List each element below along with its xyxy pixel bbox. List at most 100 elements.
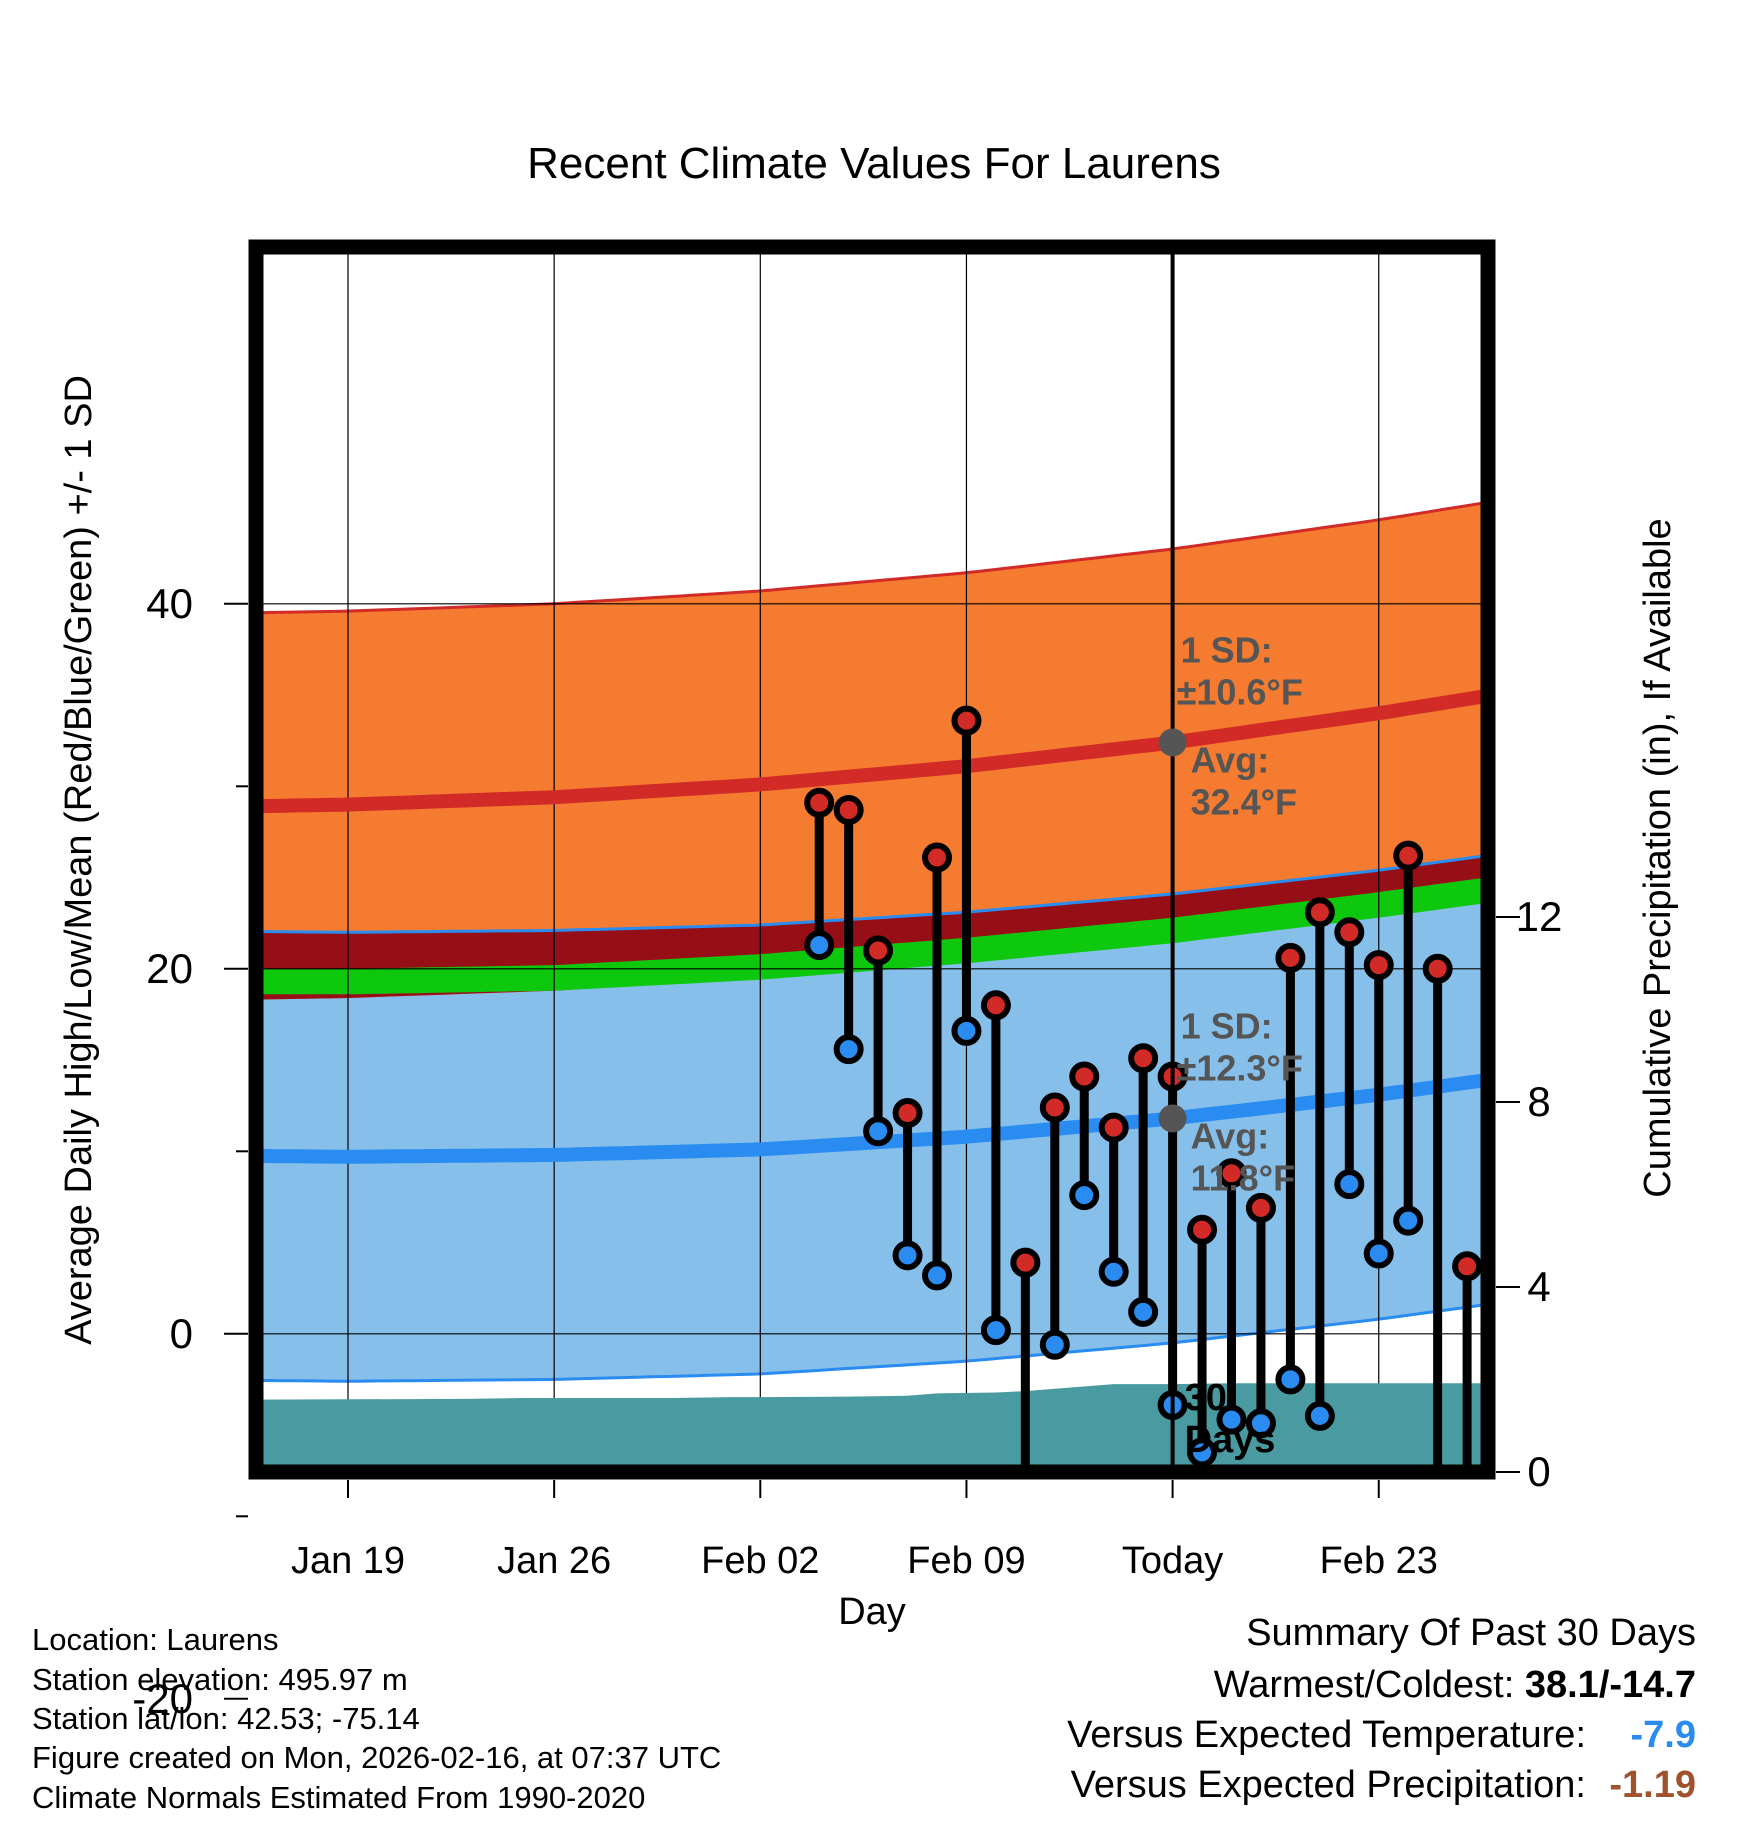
obs-high-point [1187,1214,1218,1245]
obs-low-point [863,1116,894,1147]
summary-precip-label: Versus Expected Precipitation: [1070,1764,1586,1806]
obs-high-point [1452,1251,1483,1282]
obs-low-point [1275,1364,1306,1395]
high-sd-value: ±10.6°F [1177,672,1303,713]
precipitation-area [256,1383,1488,1472]
normal-lines [256,688,1488,1164]
low-sd-upper-edge [256,853,1488,934]
y2-tick-label: 4 [1527,1263,1550,1310]
x-tick-label: Jan 26 [497,1540,611,1582]
obs-high-point [980,990,1011,1021]
y2-tick-label: 0 [1527,1448,1550,1495]
high-sd-upper-edge [256,500,1488,615]
obs-low-point [1187,1437,1218,1468]
obs-high-point [1393,840,1424,871]
info-location: Location: Laurens [32,1622,279,1657]
high-avg-label: Avg: [1191,740,1270,781]
summary-precip-row: Versus Expected Precipitation: -1.19 [1071,1764,1696,1807]
obs-low-point [1069,1180,1100,1211]
obs-high-point [892,1097,923,1128]
obs-low-point [804,930,835,961]
obs-low-point [1245,1408,1276,1439]
obs-high-point [1245,1192,1276,1223]
obs-high-point [863,935,894,966]
summary-warmest-value: 38.1/-14.7 [1524,1664,1696,1706]
obs-high-point [1216,1158,1247,1189]
y-axis-label: Average Daily High/Low/Mean (Red/Blue/Gr… [58,375,100,1345]
summary-warmest-label: Warmest/Coldest: [1213,1664,1525,1706]
obs-low-point [1039,1329,1070,1360]
x-tick-label: Feb 02 [701,1540,819,1582]
obs-low-point [1393,1205,1424,1236]
obs-high-point [1098,1112,1129,1143]
high-sd-band [256,502,1488,1000]
obs-low-point [922,1260,952,1291]
summary-temp-value: -7.9 [1630,1714,1696,1756]
chart-title: Recent Climate Values For Laurens [527,139,1221,188]
low-avg-marker [1158,1104,1187,1133]
obs-low-point [951,1015,982,1046]
obs-high-point [1514,703,1538,727]
low-sd-value: ±12.3°F [1177,1047,1303,1088]
summary-heading: Summary Of Past 30 Days [1246,1612,1696,1654]
obs-low-point [1363,1238,1394,1269]
high-sd-label: 1 SD: [1181,630,1273,671]
x-tick-label: Today [1122,1540,1223,1582]
obs-high-point [1422,953,1453,984]
obs-low-point [892,1240,923,1271]
plot-frame [248,239,1496,1480]
obs-low-point [1455,1590,1479,1614]
mean-temp-band [256,877,1488,995]
x-tick-label: Feb 23 [1320,1540,1438,1582]
y-tick-label: -20 [132,1675,193,1722]
summary-warmest-row: Warmest/Coldest: 38.1/-14.7 [1214,1664,1696,1707]
obs-low-point [1602,1101,1626,1125]
y2-tick-label: 8 [1527,1078,1550,1125]
obs-low-point [1304,1400,1335,1431]
obs-high-point [1010,1247,1041,1278]
info-latlon: Station lat/lon: 42.53; -75.14 [32,1701,420,1736]
obs-high-point [951,705,982,736]
obs-low-point [1543,971,1567,995]
summary-precip-value: -1.19 [1609,1764,1696,1806]
summary-temp-row: Versus Expected Temperature: -7.9 [1067,1714,1696,1757]
high-mean-line [256,688,1488,814]
obs-high-point [804,787,835,818]
precip-cumulative-area [256,1383,1488,1472]
x-tick-label: Feb 09 [907,1540,1025,1582]
obs-high-point [1543,751,1567,775]
info-created: Figure created on Mon, 2026-02-16, at 07… [32,1740,722,1775]
obs-high-point [1275,942,1306,973]
obs-low-point [980,1315,1011,1346]
low-avg-label: Avg: [1191,1115,1270,1156]
y-tick-label: 20 [146,945,193,992]
obs-low-point [1098,1256,1129,1287]
x-tick-label: Jan 19 [291,1540,405,1582]
plot-area [256,254,1626,1614]
low-avg-value: 11.8°F [1191,1157,1295,1198]
obs-low-point [1128,1296,1159,1327]
annotations: 1 SD: ±10.6°F Avg: 32.4°F 1 SD: ±12.3°F … [1158,630,1303,1461]
obs-high-point [833,795,864,826]
summary-temp-label: Versus Expected Temperature: [1067,1714,1586,1756]
obs-high-point [922,842,952,873]
axes: Jan 19 Jan 26 Feb 02 Feb 09 Today Feb 23 -20 0 2… [132,580,1562,1722]
days-count-number: 30 [1185,1377,1227,1419]
obs-high-point [1602,858,1626,882]
obs-high-point [1128,1043,1159,1074]
y2-axis-label: Cumulative Precipitation (in), If Availa… [1637,518,1679,1197]
y-tick-label: 40 [146,580,193,627]
obs-high-point [1039,1092,1070,1123]
obs-high-point [1573,931,1597,955]
high-avg-marker [1158,728,1187,757]
obs-high-point [1334,917,1365,948]
x-axis-label: Day [838,1591,906,1633]
obs-high-point [1363,950,1394,981]
y2-tick-label: 12 [1516,893,1563,940]
info-normals: Climate Normals Estimated From 1990-2020 [32,1780,646,1815]
obs-low-point [1334,1169,1365,1200]
low-mean-line [256,1072,1488,1164]
sd-overlap-band [256,855,1488,1000]
high-avg-value: 32.4°F [1191,782,1297,823]
